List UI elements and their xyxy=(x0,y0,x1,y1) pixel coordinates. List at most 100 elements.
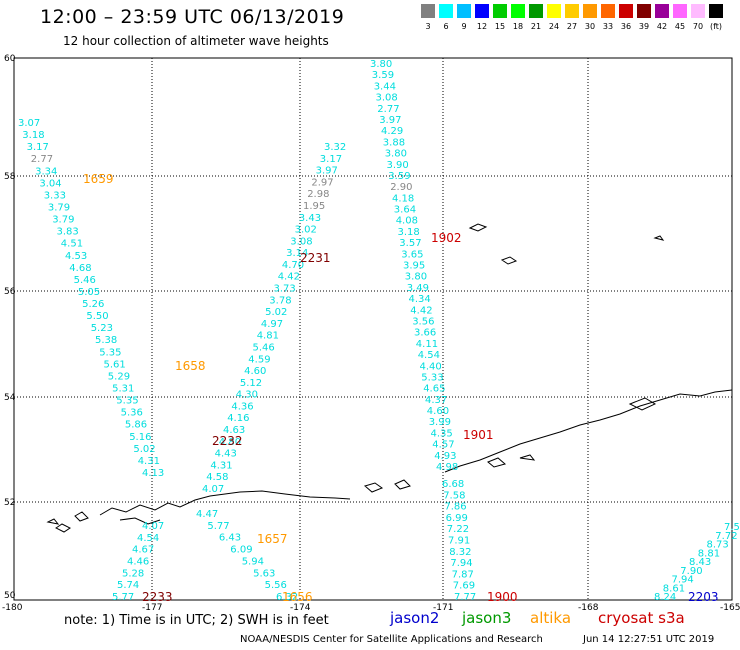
wave-height-label: 3.78 xyxy=(269,295,291,306)
wave-height-label: 3.02 xyxy=(295,225,317,236)
wave-height-label: 3.79 xyxy=(52,215,74,226)
wave-height-label: 5.02 xyxy=(133,444,155,455)
legend-cryosat-s3a: cryosat s3a xyxy=(598,609,685,627)
wave-height-label: 5.02 xyxy=(265,307,287,318)
colorbar-swatch xyxy=(673,4,687,18)
wave-height-label: 4.65 xyxy=(423,384,445,395)
wave-height-label: 5.63 xyxy=(253,568,275,579)
colorbar-label: 45 xyxy=(674,22,686,31)
aleutian-islands xyxy=(46,479,411,533)
map-title: 12:00 – 23:59 UTC 06/13/2019 xyxy=(40,6,345,28)
legend-altika: altika xyxy=(530,609,572,627)
credit-line: NOAA/NESDIS Center for Satellite Applica… xyxy=(240,634,543,645)
lat-label-50: 50 xyxy=(4,591,16,601)
colorbar-swatch xyxy=(547,4,561,18)
wave-height-label: 4.70 xyxy=(282,260,304,271)
lat-label-58: 58 xyxy=(4,172,16,182)
wave-height-label: 2.98 xyxy=(307,189,329,200)
colorbar-label: 12 xyxy=(476,22,488,31)
wave-height-label: 3.90 xyxy=(387,160,409,171)
wave-height-label: 4.43 xyxy=(215,449,237,460)
wave-height-label: 5.74 xyxy=(117,580,139,591)
lon-label-174: -174 xyxy=(290,603,311,613)
colorbar-label: 18 xyxy=(512,22,524,31)
wave-height-label: 2.77 xyxy=(377,104,399,115)
wave-height-label: 3.08 xyxy=(290,236,312,247)
legend-jason2: jason2 xyxy=(390,609,440,627)
wave-height-label: 6.68 xyxy=(442,479,464,490)
colorbar-swatch xyxy=(655,4,669,18)
alaska-peninsula xyxy=(444,389,733,473)
wave-height-label: 4.42 xyxy=(410,305,432,316)
colorbar-swatch xyxy=(583,4,597,18)
wave-height-label: 2.90 xyxy=(390,182,412,193)
wave-height-label: 4.07 xyxy=(202,484,224,495)
wave-height-label: 5.86 xyxy=(125,420,147,431)
wave-height-label: 8.61 xyxy=(663,583,685,594)
wave-height-label: 5.35 xyxy=(99,347,121,358)
units-note: note: 1) Time is in UTC; 2) SWH is in fe… xyxy=(64,613,329,628)
wave-height-label: 3.80 xyxy=(370,59,392,70)
wave-height-label: 4.81 xyxy=(257,331,279,342)
wave-height-label: 4.57 xyxy=(432,440,454,451)
colorbar-label: 70 xyxy=(692,22,704,31)
colorbar-swatch xyxy=(691,4,705,18)
wave-height-label: 7.50 xyxy=(724,522,740,533)
wave-height-label: 1.95 xyxy=(303,201,325,212)
pass-time-labels: 1659 1658 1657 1656 2231 2232 2233 1902 1901 1900… xyxy=(83,172,719,604)
wave-height-label: 3.17 xyxy=(27,142,49,153)
wave-height-label: 3.17 xyxy=(320,154,342,165)
colorbar-swatch xyxy=(475,4,489,18)
wave-height-label: 5.61 xyxy=(104,359,126,370)
colorbar-swatch xyxy=(457,4,471,18)
wave-height-label: 8.43 xyxy=(689,557,711,568)
wave-height-label: 8.81 xyxy=(698,548,720,559)
wave-height-label: 4.67 xyxy=(132,545,154,556)
wave-height-label: 7.69 xyxy=(453,581,475,592)
wave-height-label: 4.11 xyxy=(416,339,438,350)
wave-height-label: 7.94 xyxy=(672,575,694,586)
colorbar-label: 33 xyxy=(602,22,614,31)
wave-height-label: 8.32 xyxy=(449,547,471,558)
wave-height-label: 3.66 xyxy=(414,328,436,339)
wave-height-label: 4.40 xyxy=(420,361,442,372)
wave-height-label: 4.42 xyxy=(278,272,300,283)
wave-height-label: 4.30 xyxy=(236,390,258,401)
lon-label-180: -180 xyxy=(2,603,23,613)
wave-height-label: 7.94 xyxy=(450,558,472,569)
wave-height-label: 3.95 xyxy=(403,261,425,272)
wave-height-label: 7.90 xyxy=(680,566,702,577)
colorbar-label: 27 xyxy=(566,22,578,31)
wave-height-label: 4.08 xyxy=(396,216,418,227)
wave-height-label: 3.44 xyxy=(374,81,396,92)
wave-height-label: 4.98 xyxy=(436,462,458,473)
wave-height-label: 3.59 xyxy=(388,171,410,182)
wave-height-label: 5.77 xyxy=(207,521,229,532)
wave-height-label: 6.09 xyxy=(230,545,252,556)
wave-height-label: 4.53 xyxy=(65,251,87,262)
wave-height-label: 4.63 xyxy=(223,425,245,436)
wave-height-label: 4.97 xyxy=(261,319,283,330)
wave-height-label: 3.18 xyxy=(398,227,420,238)
wave-height-label: 3.64 xyxy=(394,205,416,216)
wave-height-label: 4.31 xyxy=(210,460,232,471)
grid-lines xyxy=(14,58,732,600)
colorbar-label: 24 xyxy=(548,22,560,31)
wave-height-label: 8.24 xyxy=(654,592,676,603)
pass-time-label: 2231 xyxy=(300,251,331,265)
wave-height-label: 5.26 xyxy=(82,299,104,310)
pass-time-label: 1901 xyxy=(463,428,494,442)
pass-time-label: 1656 xyxy=(282,590,313,604)
wave-height-label: 5.46 xyxy=(74,275,96,286)
wave-height-label: 3.14 xyxy=(286,248,308,259)
pass-time-label: 1902 xyxy=(431,231,462,245)
wave-height-label: 5.29 xyxy=(108,371,130,382)
map-subtitle: 12 hour collection of altimeter wave hei… xyxy=(63,34,329,48)
wave-height-label: 5.05 xyxy=(78,287,100,298)
colorbar-label: 39 xyxy=(638,22,650,31)
lon-label-177: -177 xyxy=(142,603,162,613)
wave-height-label: 3.97 xyxy=(379,115,401,126)
lon-label-171: -171 xyxy=(433,603,453,613)
wave-height-label: 7.58 xyxy=(443,490,465,501)
wave-height-label: 7.86 xyxy=(444,502,466,513)
